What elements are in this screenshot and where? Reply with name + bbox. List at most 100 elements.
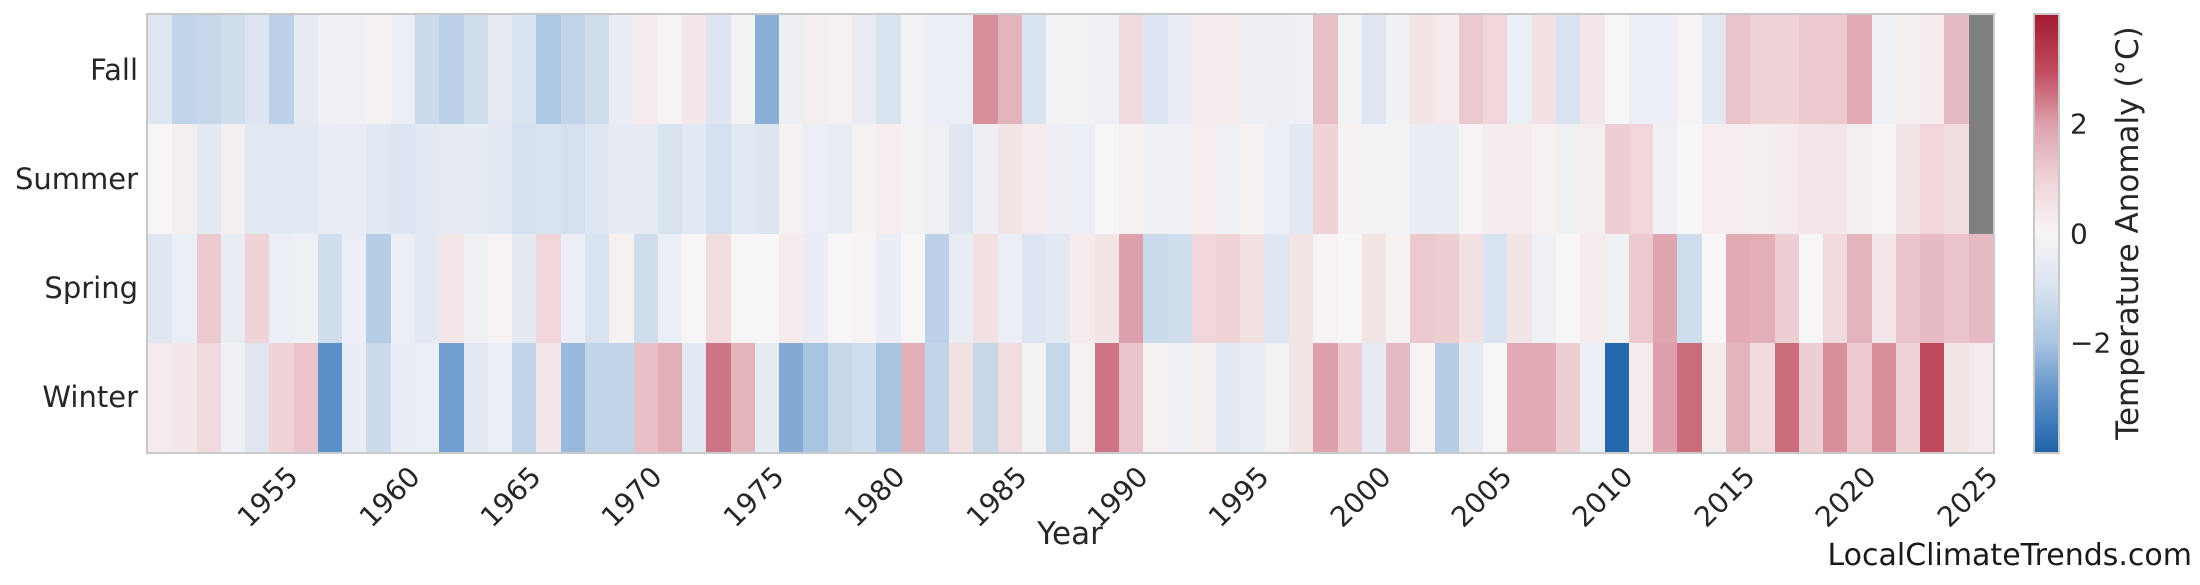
heatmap-cell <box>1167 15 1192 125</box>
heatmap-cell <box>1337 342 1362 452</box>
x-tick-1965: 1965 <box>473 460 548 534</box>
heatmap-cell <box>1531 342 1557 452</box>
heatmap-cell <box>1434 15 1459 125</box>
heatmap-cell <box>1677 15 1702 125</box>
heatmap-cell <box>1750 342 1775 452</box>
heatmap-cell <box>609 342 634 452</box>
heatmap-cell <box>1653 15 1678 125</box>
heatmap-cell <box>1264 15 1289 125</box>
heatmap-cell <box>1410 124 1435 234</box>
heatmap-cell <box>1264 342 1289 452</box>
heatmap-cell <box>682 233 707 343</box>
heatmap-cell <box>1240 124 1265 234</box>
heatmap-cell <box>390 124 416 234</box>
heatmap-cell <box>924 15 950 125</box>
heatmap-cell <box>1556 124 1581 234</box>
heatmap-cell <box>293 15 318 125</box>
heatmap-row-spring <box>148 233 1993 343</box>
heatmap-cell <box>973 233 998 343</box>
heatmap-cell <box>366 124 391 234</box>
heatmap-cell <box>997 15 1022 125</box>
heatmap-cell <box>876 233 901 343</box>
heatmap-cell <box>779 124 804 234</box>
heatmap-cell <box>148 15 173 125</box>
heatmap-cell <box>1968 233 1993 343</box>
heatmap-cell <box>1920 342 1945 452</box>
heatmap-cell <box>1337 233 1362 343</box>
heatmap-cell <box>1774 233 1799 343</box>
heatmap-cell <box>342 233 367 343</box>
heatmap-cell <box>1798 15 1824 125</box>
heatmap-cell <box>1094 342 1120 452</box>
heatmap-cell <box>1871 124 1896 234</box>
y-tick-spring: Spring <box>44 271 138 306</box>
heatmap-cell <box>1119 342 1144 452</box>
x-tick-1980: 1980 <box>838 460 912 534</box>
heatmap-cell <box>852 233 877 343</box>
heatmap-cell <box>973 15 998 125</box>
heatmap-cell <box>803 124 828 234</box>
y-tick-winter: Winter <box>42 380 138 415</box>
heatmap-cell <box>584 233 610 343</box>
heatmap-cell <box>366 233 391 343</box>
heatmap-cell <box>1386 15 1411 125</box>
heatmap-cell <box>1677 124 1702 234</box>
heatmap-cell <box>1677 342 1702 452</box>
heatmap-cell <box>633 124 658 234</box>
heatmap-cell <box>1531 124 1557 234</box>
heatmap-cell <box>560 15 585 125</box>
heatmap-cell <box>754 15 780 125</box>
heatmap-cell <box>1410 233 1435 343</box>
heatmap-cell <box>1871 233 1896 343</box>
heatmap-cell <box>1604 124 1629 234</box>
heatmap-cell <box>584 342 610 452</box>
heatmap-cell <box>852 124 877 234</box>
heatmap-cell <box>1920 15 1945 125</box>
heatmap-cell <box>1701 124 1726 234</box>
heatmap-cell <box>1143 342 1168 452</box>
heatmap-cell <box>633 342 658 452</box>
heatmap-cell <box>1094 15 1120 125</box>
heatmap-cell <box>220 342 246 452</box>
heatmap-cell <box>220 233 246 343</box>
heatmap-cell <box>924 233 950 343</box>
heatmap-cell <box>1701 342 1726 452</box>
heatmap-cell <box>609 124 634 234</box>
heatmap-cell <box>924 342 950 452</box>
heatmap-cell <box>1021 233 1047 343</box>
watermark-text: LocalClimateTrends.com <box>1827 538 2192 573</box>
heatmap-cell <box>463 15 488 125</box>
heatmap-cell <box>1119 15 1144 125</box>
heatmap-cell <box>730 124 755 234</box>
heatmap-cell <box>924 124 950 234</box>
heatmap-cell <box>366 342 391 452</box>
heatmap-cell <box>1483 233 1508 343</box>
heatmap-cell <box>1434 233 1459 343</box>
heatmap-cell <box>1434 342 1459 452</box>
heatmap-cell <box>754 233 780 343</box>
heatmap-cell <box>1725 15 1751 125</box>
colorbar-title: Temperature Anomaly (°C) <box>2110 26 2146 440</box>
heatmap-cell <box>827 233 852 343</box>
heatmap-cell <box>803 233 828 343</box>
heatmap-cell <box>1240 233 1265 343</box>
heatmap-cell <box>876 124 901 234</box>
heatmap-cell <box>1483 15 1508 125</box>
heatmap-cell <box>1337 124 1362 234</box>
colorbar-tick-0: 0 <box>2070 217 2088 250</box>
heatmap-cell <box>1556 233 1581 343</box>
heatmap-cell <box>1580 342 1605 452</box>
x-tick-2000: 2000 <box>1323 460 1398 534</box>
x-axis-title: Year <box>1037 516 1103 552</box>
heatmap-cell <box>633 15 658 125</box>
heatmap-cell <box>1944 124 1969 234</box>
heatmap-cell <box>487 15 513 125</box>
heatmap-cell <box>415 233 440 343</box>
colorbar <box>2033 13 2060 454</box>
heatmap-cell <box>245 15 270 125</box>
heatmap-cell <box>1556 342 1581 452</box>
heatmap-cell <box>1046 124 1071 234</box>
heatmap-cell <box>706 233 731 343</box>
x-tick-2025: 2025 <box>1930 460 2005 534</box>
heatmap-cell <box>779 15 804 125</box>
